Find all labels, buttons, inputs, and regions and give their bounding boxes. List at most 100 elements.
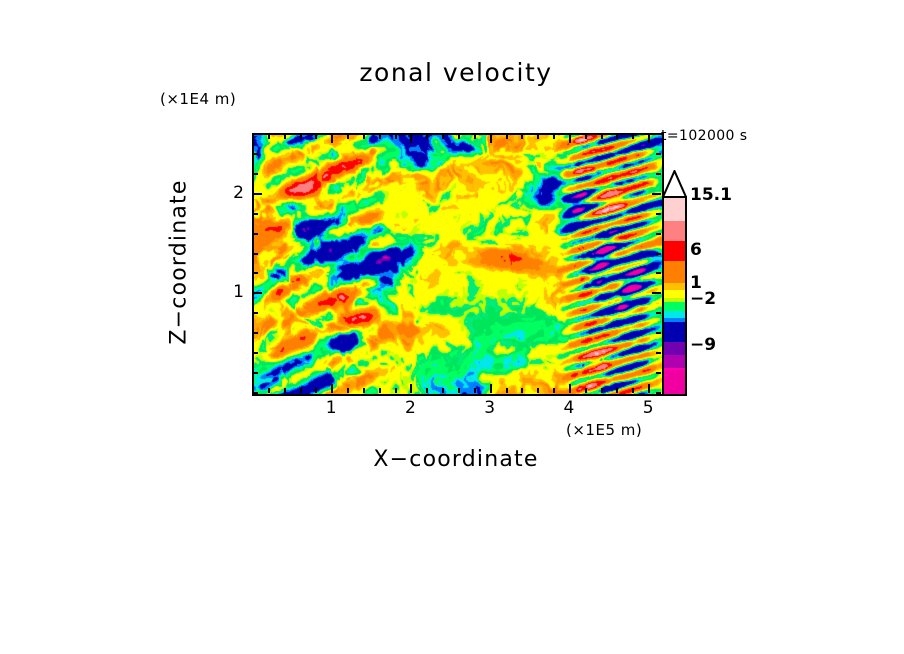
x-axis-title: X−coordinate (373, 447, 539, 472)
y-axis-tick (656, 233, 661, 235)
colorbar-tick-label: −9 (690, 335, 717, 355)
x-axis-tick (284, 134, 286, 139)
y-axis-tick (656, 153, 661, 155)
y-axis-tick (656, 352, 661, 354)
x-axis-tick (410, 384, 412, 393)
x-axis-tick (347, 388, 349, 393)
x-axis-tick (300, 388, 302, 393)
x-axis-tick (521, 388, 523, 393)
contour-field (254, 135, 662, 394)
x-axis-tick (426, 134, 428, 139)
x-axis-tick (553, 388, 555, 393)
x-axis-tick (569, 134, 571, 143)
page-title: zonal velocity (359, 58, 553, 87)
x-axis-tick (585, 388, 587, 393)
y-axis-tick (253, 133, 258, 135)
colorbar-tick-label: 15.1 (690, 185, 732, 205)
y-axis-tick (656, 372, 661, 374)
y-axis-tick (253, 352, 258, 354)
x-axis-tick (442, 134, 444, 139)
x-axis-unit-label: (×1E5 m) (566, 421, 643, 439)
x-axis-tick (395, 388, 397, 393)
y-axis-tick (656, 392, 661, 394)
colorbar-band (664, 354, 685, 368)
y-axis-tick (656, 253, 661, 255)
y-axis-tick (652, 193, 661, 195)
colorbar-labels: 15.1 6 1 −2 −9 (690, 133, 770, 393)
x-axis-tick (537, 388, 539, 393)
y-tick-label: 2 (233, 182, 244, 203)
x-axis-tick (379, 134, 381, 139)
y-axis-tick (656, 173, 661, 175)
y-axis-tick (656, 213, 661, 215)
x-axis-tick (632, 388, 634, 393)
colorbar-pointed-tip (662, 170, 687, 198)
x-axis-tick (410, 134, 412, 143)
x-tick-label: 1 (325, 398, 337, 418)
x-axis-tick (490, 384, 492, 393)
colorbar-band (664, 261, 685, 283)
x-axis-tick (252, 388, 254, 393)
colorbar-tick-label: −2 (690, 289, 717, 309)
colorbar-tick-label: 6 (690, 240, 702, 260)
x-axis-tick (458, 134, 460, 139)
x-axis-tick (490, 134, 492, 143)
y-axis-tick (253, 372, 258, 374)
y-axis-tick (253, 233, 258, 235)
colorbar-band (664, 369, 685, 394)
x-axis-tick (363, 134, 365, 139)
x-tick-label: 2 (405, 398, 416, 418)
y-axis-tick (253, 153, 258, 155)
x-axis-tick (616, 134, 618, 139)
colorbar-band (664, 240, 685, 261)
x-axis-tick (648, 384, 650, 393)
y-axis-tick (656, 133, 661, 135)
colorbar-band (664, 341, 685, 355)
colorbar-band (664, 198, 685, 221)
y-tick-label: 1 (233, 282, 244, 303)
x-axis-tick (537, 134, 539, 139)
colorbar-band (664, 282, 685, 290)
colorbar-band (664, 297, 685, 303)
colorbar-band (664, 289, 685, 298)
colorbar (662, 196, 687, 396)
y-axis-tick (253, 392, 258, 394)
x-axis-tick (268, 388, 270, 393)
x-axis-tick (506, 134, 508, 139)
x-axis-tick (315, 388, 317, 393)
x-axis-tick (585, 134, 587, 139)
x-axis-tick (521, 134, 523, 139)
x-axis-tick (426, 388, 428, 393)
colorbar-band (664, 302, 685, 311)
x-axis-tick (363, 388, 365, 393)
y-axis-tick (253, 213, 258, 215)
y-axis-tick (656, 332, 661, 334)
time-annotation: t=102000 s (661, 128, 748, 144)
x-tick-label: 3 (484, 398, 496, 418)
x-axis-tick (506, 388, 508, 393)
y-axis-tick (253, 292, 262, 294)
plot-area (252, 133, 664, 396)
x-axis-tick (474, 134, 476, 139)
colorbar-tick-label: 1 (690, 273, 702, 293)
x-axis-tick (474, 388, 476, 393)
x-axis-tick (300, 134, 302, 139)
x-axis-tick (347, 134, 349, 139)
y-axis-tick (656, 272, 661, 274)
x-axis-tick (315, 134, 317, 139)
x-axis-tick (601, 134, 603, 139)
colorbar-band (664, 310, 685, 318)
x-axis-tick (553, 134, 555, 139)
x-axis-tick (632, 134, 634, 139)
y-axis-unit-label: (×1E4 m) (160, 90, 237, 108)
y-axis-title: Z−coordinate (166, 179, 192, 345)
x-axis-tick (458, 388, 460, 393)
x-axis-tick (331, 134, 333, 143)
x-axis-tick (395, 134, 397, 139)
colorbar-band (664, 322, 685, 342)
x-axis-tick (284, 388, 286, 393)
y-axis-tick (253, 193, 262, 195)
x-axis-tick (442, 388, 444, 393)
colorbar-band (664, 317, 685, 323)
